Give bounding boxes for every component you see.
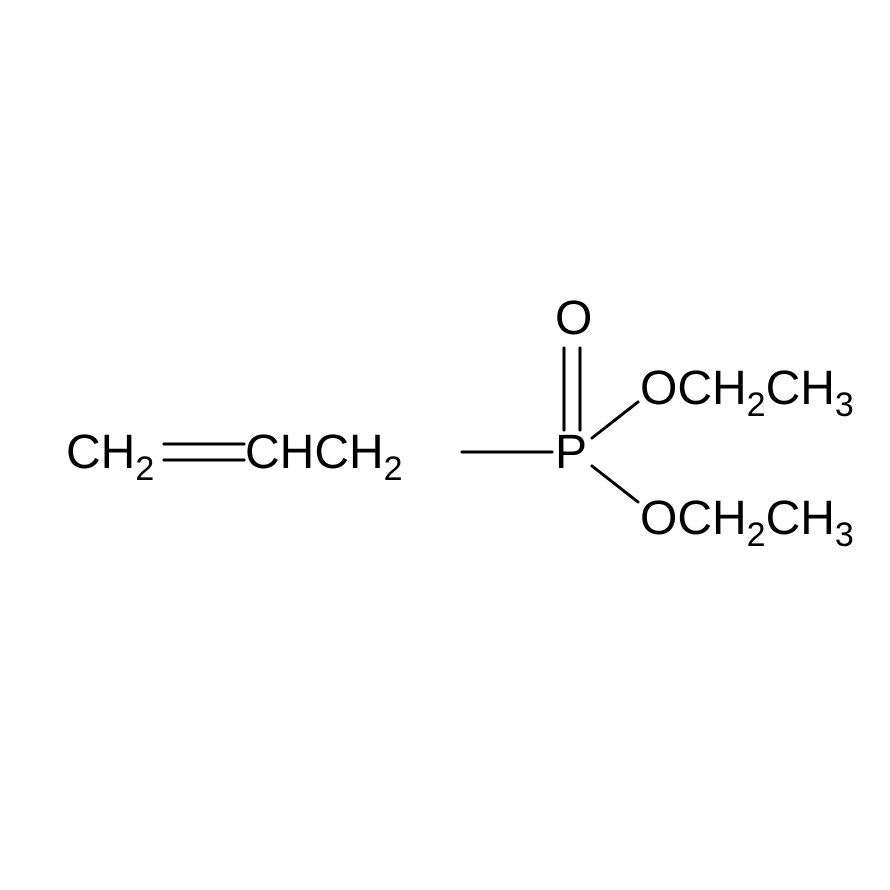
atom-label-p: P xyxy=(555,426,587,479)
atom-label-o_dbl: O xyxy=(555,292,592,345)
atom-label-ch2_vinyl: CH2 xyxy=(66,426,154,488)
molecule-diagram: CH2 CHCH2 P O OCH2CH3 OCH2CH3 xyxy=(0,0,890,890)
atom-label-och2ch3_b: OCH2CH3 xyxy=(640,492,854,554)
atom-label-ch_vinyl: CHCH2 xyxy=(245,426,403,488)
atom-label-och2ch3_a: OCH2CH3 xyxy=(640,362,854,424)
atoms-group: CH2 CHCH2 P O OCH2CH3 OCH2CH3 xyxy=(66,292,854,554)
